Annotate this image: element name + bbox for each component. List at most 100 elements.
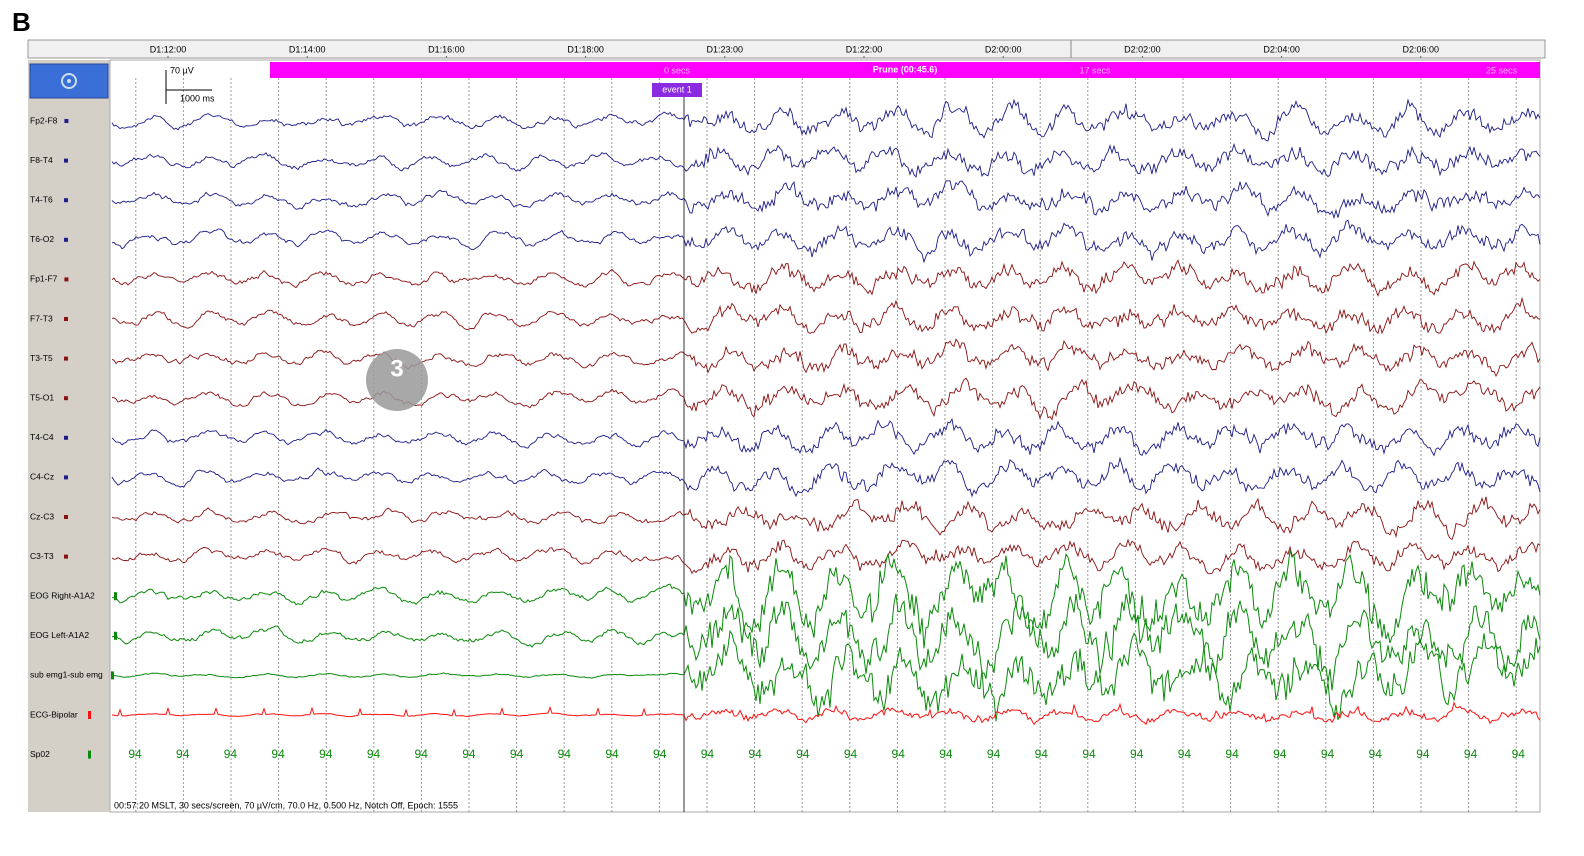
channel-color-marker — [88, 750, 91, 759]
spo2-value: 94 — [1082, 747, 1096, 761]
channel-color-marker — [64, 198, 68, 203]
channel-color-marker — [114, 592, 117, 601]
channel-label[interactable]: T5-O1 — [30, 392, 54, 402]
spo2-value: 94 — [892, 747, 906, 761]
channel-color-marker — [64, 435, 68, 440]
spo2-value: 94 — [510, 747, 524, 761]
spo2-value: 94 — [1464, 747, 1478, 761]
channel-label[interactable]: EOG Left-A1A2 — [30, 630, 89, 640]
scale-bar — [165, 70, 212, 104]
spo2-value: 94 — [1512, 747, 1526, 761]
spo2-value: 94 — [605, 747, 619, 761]
prune-end: 25 secs — [1486, 65, 1518, 75]
prune-title: Prune (00:45.6) — [873, 64, 938, 74]
scale-time: 1000 ms — [180, 93, 215, 103]
channel-label[interactable]: T6-O2 — [30, 234, 54, 244]
channel-trace — [111, 98, 1541, 142]
channel-label[interactable]: Fp1-F7 — [30, 274, 58, 284]
spo2-value: 94 — [1225, 747, 1239, 761]
channel-color-marker — [64, 158, 68, 163]
spo2-value: 94 — [1273, 747, 1287, 761]
channel-color-marker — [64, 396, 68, 401]
event-label: event 1 — [662, 84, 692, 94]
channel-label[interactable]: ECG-Bipolar — [30, 709, 78, 719]
status-line: 00:57:20 MSLT, 30 secs/screen, 70 µV/cm,… — [114, 800, 458, 810]
spo2-value: 94 — [415, 747, 429, 761]
traces — [111, 98, 1541, 726]
channel-label[interactable]: C3-T3 — [30, 551, 54, 561]
channel-trace — [111, 377, 1541, 421]
channel-color-marker — [64, 515, 68, 519]
timeline-tick-label: D2:04:00 — [1263, 44, 1300, 54]
spo2-value: 94 — [701, 747, 715, 761]
channel-trace — [111, 259, 1541, 298]
panel-label: B — [12, 7, 31, 37]
channel-trace — [111, 296, 1541, 335]
timeline-tick-label: D1:12:00 — [150, 44, 187, 54]
spo2-value: 94 — [319, 747, 333, 761]
spo2-value: 94 — [1416, 747, 1430, 761]
channel-color-marker — [64, 554, 68, 559]
channel-label[interactable]: Cz-C3 — [30, 511, 54, 521]
channel-label[interactable]: Sp02 — [30, 749, 50, 759]
channel-color-marker — [111, 671, 114, 680]
channel-label[interactable]: T4-T6 — [30, 194, 53, 204]
timeline-tick-label: D1:23:00 — [707, 44, 744, 54]
channel-trace — [111, 496, 1541, 541]
channel-trace — [111, 593, 1541, 691]
spo2-value: 94 — [1130, 747, 1144, 761]
timeline-tick-label: D1:22:00 — [846, 44, 883, 54]
timeline[interactable] — [27, 39, 1546, 59]
button-icon — [61, 73, 77, 89]
channel-label[interactable]: F8-T4 — [30, 155, 53, 165]
spo2-value: 94 — [128, 747, 142, 761]
spo2-value: 94 — [271, 747, 285, 761]
prune-start: 0 secs — [664, 65, 691, 75]
scale-amplitude: 70 µV — [170, 65, 194, 75]
spo2-value: 94 — [1178, 747, 1192, 761]
channel-trace — [111, 417, 1541, 457]
spo2-value: 94 — [462, 747, 476, 761]
channel-trace — [111, 456, 1541, 498]
timeline-tick-label: D1:16:00 — [428, 44, 465, 54]
timeline-tick-label: D2:02:00 — [1124, 44, 1161, 54]
spo2-value: 94 — [653, 747, 667, 761]
channel-label[interactable]: Fp2-F8 — [30, 115, 58, 125]
spo2-value: 94 — [224, 747, 238, 761]
channel-color-marker — [114, 631, 117, 640]
spo2-value: 94 — [558, 747, 572, 761]
channel-color-marker — [64, 475, 68, 480]
trace-area — [109, 59, 1541, 813]
spo2-value: 94 — [1369, 747, 1383, 761]
channel-color-marker — [88, 711, 91, 719]
channel-trace — [111, 538, 1541, 575]
spo2-value: 94 — [367, 747, 381, 761]
timeline-tick-label: D1:18:00 — [567, 44, 604, 54]
channel-label[interactable]: F7-T3 — [30, 313, 53, 323]
overlay-badge[interactable] — [366, 349, 428, 411]
prune-bar[interactable] — [270, 62, 1540, 78]
channel-label[interactable]: T3-T5 — [30, 353, 53, 363]
channel-trace — [111, 142, 1541, 179]
spo2-value: 94 — [939, 747, 953, 761]
timeline-tick-label: D2:06:00 — [1403, 44, 1440, 54]
channel-panel — [28, 60, 110, 812]
timeline-tick-label: D2:00:00 — [985, 44, 1022, 54]
channel-color-marker — [64, 356, 68, 361]
spo2-value: 94 — [1321, 747, 1335, 761]
event-marker[interactable] — [652, 83, 702, 97]
button-icon — [67, 79, 71, 83]
spo2-value: 94 — [1035, 747, 1049, 761]
spo2-value: 94 — [176, 747, 190, 761]
channel-label[interactable]: C4-Cz — [30, 472, 54, 482]
channel-trace — [111, 180, 1541, 220]
channel-label[interactable]: sub emg1-sub emg — [30, 670, 103, 680]
timeline-tick-label: D1:14:00 — [289, 44, 326, 54]
channel-label[interactable]: EOG Right-A1A2 — [30, 590, 95, 600]
channel-color-marker — [64, 277, 69, 282]
prune-mid: 17 secs — [1079, 65, 1111, 75]
channel-label[interactable]: T4-C4 — [30, 432, 54, 442]
channel-trace — [111, 219, 1541, 264]
spo2-value: 94 — [844, 747, 858, 761]
